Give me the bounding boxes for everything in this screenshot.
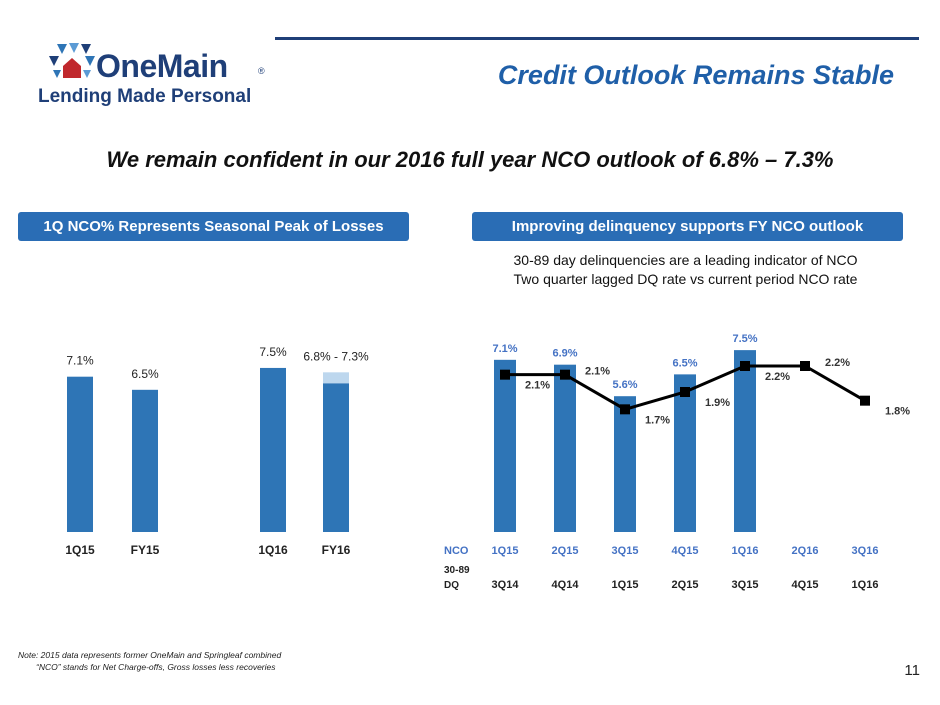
right-panel-note-2: Two quarter lagged DQ rate vs current pe…	[513, 271, 858, 287]
dq-row-label-2: DQ	[444, 580, 459, 591]
onemain-logo-icon	[49, 43, 95, 78]
headline: We remain confident in our 2016 full yea…	[106, 147, 834, 172]
dq-x-tick: 3Q15	[732, 579, 759, 591]
dq-point	[680, 387, 690, 397]
nco-row-label: NCO	[444, 545, 469, 557]
dq-point-label: 2.2%	[765, 371, 790, 383]
left-x-tick: FY15	[131, 543, 160, 557]
right-bar-label: 6.9%	[552, 348, 577, 360]
nco-x-tick: 2Q16	[792, 545, 819, 557]
left-bar-1Q16	[260, 367, 286, 532]
page-number: 11	[904, 662, 920, 679]
left-bar-FY15	[132, 389, 158, 532]
nco-x-tick: 3Q15	[612, 545, 639, 557]
right-bar-label: 7.5%	[732, 333, 757, 345]
dq-point-label: 2.1%	[525, 380, 550, 392]
nco-x-tick: 1Q16	[732, 545, 759, 557]
right-bar-1Q16	[734, 350, 756, 532]
dq-point	[620, 404, 630, 415]
left-bar-1Q15	[67, 376, 93, 532]
dq-point	[800, 361, 810, 371]
brand-registered-mark: ®	[258, 66, 265, 76]
dq-point	[860, 395, 870, 406]
left-bar-FY16	[323, 383, 349, 532]
dq-point	[500, 369, 510, 380]
left-bar-label: 7.5%	[259, 345, 287, 359]
left-bar-range-FY16	[323, 372, 349, 384]
dq-point	[740, 361, 750, 371]
nco-x-tick: 4Q15	[672, 545, 699, 557]
nco-x-tick: 2Q15	[552, 545, 579, 557]
right-bar-label: 6.5%	[672, 357, 697, 369]
brand-tagline: Lending Made Personal	[38, 86, 252, 107]
right-panel-note-1: 30-89 day delinquencies are a leading in…	[513, 252, 858, 268]
left-bar-label: 7.1%	[66, 354, 94, 368]
right-bar-label: 5.6%	[612, 379, 637, 391]
dq-x-tick: 3Q14	[492, 579, 520, 591]
dq-row-label-1: 30-89	[444, 565, 470, 576]
left-bar-label: 6.5%	[131, 367, 159, 381]
right-bar-2Q15	[554, 364, 576, 532]
right-bar-label: 7.1%	[492, 343, 517, 355]
right-panel-header: Improving delinquency supports FY NCO ou…	[472, 212, 903, 241]
right-bar-3Q15	[614, 396, 636, 532]
right-nco-dq-chart: 7.1% 6.9% 5.6% 6.5% 7.5% 2.1% 2.1% 1.7% 1.9% 2.2%…	[444, 333, 910, 591]
nco-x-tick: 1Q15	[492, 545, 519, 557]
footnote-1: Note: 2015 data represents former OneMai…	[18, 650, 282, 660]
left-x-tick: 1Q16	[258, 543, 288, 557]
dq-x-tick: 1Q15	[612, 579, 639, 591]
dq-x-tick: 1Q16	[852, 579, 879, 591]
dq-point-label: 1.7%	[645, 414, 670, 426]
left-x-tick: 1Q15	[65, 543, 95, 557]
right-bar-1Q15	[494, 359, 516, 532]
right-bar-4Q15	[674, 374, 696, 532]
dq-point-label: 1.8%	[885, 406, 910, 418]
brand-name: OneMain	[96, 48, 228, 84]
dq-x-tick: 4Q14	[552, 579, 580, 591]
dq-x-tick: 4Q15	[792, 579, 819, 591]
nco-x-tick: 3Q16	[852, 545, 879, 557]
header-rule	[275, 37, 919, 40]
left-nco-chart: 7.1% 6.5% 7.5% 6.8% - 7.3% 1Q15 FY15 1Q16 FY16	[65, 345, 369, 557]
left-panel-header: 1Q NCO% Represents Seasonal Peak of Loss…	[18, 212, 409, 241]
dq-point-label: 2.1%	[585, 366, 610, 378]
dq-point	[560, 369, 570, 380]
footnote-2: “NCO” stands for Net Charge-offs, Gross …	[36, 662, 276, 672]
left-x-tick: FY16	[322, 543, 351, 557]
dq-point-label: 1.9%	[705, 397, 730, 409]
dq-point-label: 2.2%	[825, 357, 850, 369]
left-bar-label: 6.8% - 7.3%	[303, 349, 369, 363]
dq-x-tick: 2Q15	[672, 579, 699, 591]
page-title: Credit Outlook Remains Stable	[497, 60, 894, 90]
